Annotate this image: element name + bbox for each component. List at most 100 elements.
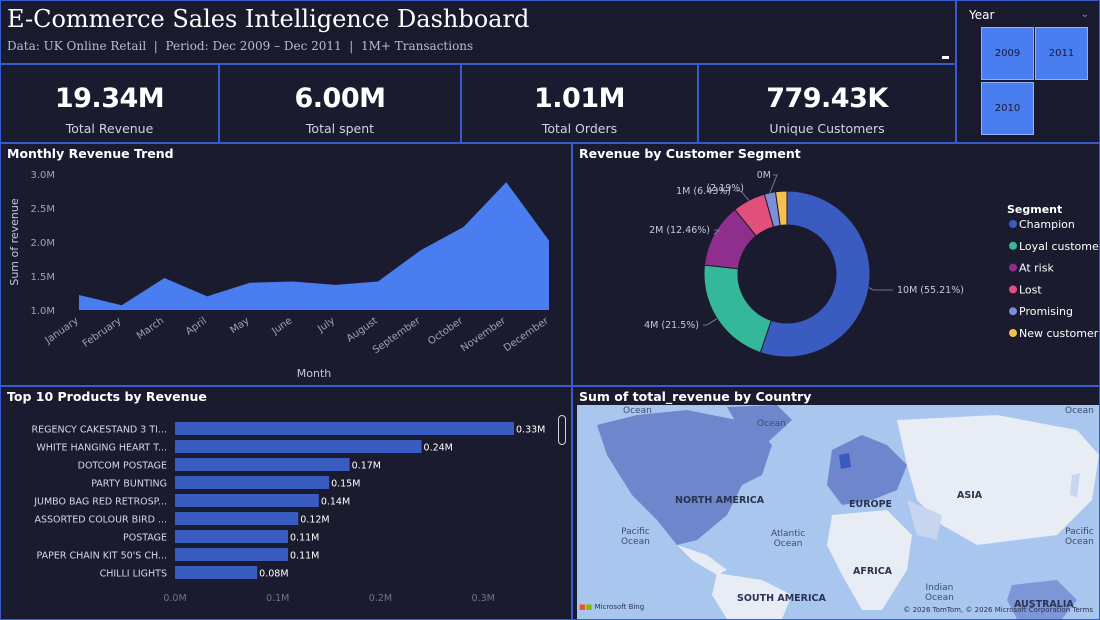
- product-bar[interactable]: [175, 440, 422, 453]
- bing-logo: ■■ Microsoft Bing: [579, 603, 645, 611]
- slice-data-label: (2.19%): [706, 183, 744, 194]
- legend-item[interactable]: Lost: [1019, 283, 1042, 296]
- map-label-pacific-e: Pacific Ocean: [1065, 527, 1094, 547]
- bar-category-label: ASSORTED COLOUR BIRD ...: [34, 515, 167, 526]
- panel-title: Revenue by Customer Segment: [579, 146, 801, 161]
- bar-category-label: POSTAGE: [123, 533, 167, 544]
- map-label-pacific-w: Pacific Ocean: [621, 527, 650, 547]
- product-bar[interactable]: [175, 422, 514, 435]
- bar-value-label: 0.11M: [290, 533, 319, 544]
- y-axis-title: Sum of revenue: [8, 198, 21, 286]
- europe-shape: [827, 435, 907, 505]
- bar-value-label: 0.24M: [424, 443, 453, 454]
- product-bar[interactable]: [175, 566, 258, 579]
- greenland-shape: [727, 405, 792, 443]
- x-tick-label: August: [345, 315, 380, 344]
- chevron-down-icon[interactable]: ⌄: [1080, 9, 1089, 20]
- asia-shape: [897, 415, 1099, 545]
- slice-leader-line: [868, 287, 893, 291]
- x-tick-label: May: [228, 315, 251, 336]
- map-label-australia: AUSTRALIA: [1014, 599, 1074, 610]
- donut-slice[interactable]: [759, 190, 871, 358]
- donut-slice[interactable]: [703, 264, 772, 354]
- y-tick-label: 2.5M: [30, 204, 55, 215]
- monthly-revenue-panel: Monthly Revenue Trend 3.0M 2.5M 2.0M 1.5M 1.…: [0, 143, 572, 386]
- header-panel: E-Commerce Sales Intelligence Dashboard …: [0, 0, 956, 64]
- donut-slice[interactable]: [774, 190, 788, 227]
- bar-value-label: 0.08M: [259, 569, 288, 580]
- bar-value-label: 0.11M: [290, 551, 319, 562]
- map-label-north-america: NORTH AMERICA: [675, 495, 765, 506]
- bar-category-label: PARTY BUNTING: [91, 479, 167, 490]
- y-tick-label: 1.5M: [30, 272, 55, 283]
- legend-item[interactable]: Champion: [1019, 218, 1075, 231]
- product-bar[interactable]: [175, 476, 330, 489]
- legend-item[interactable]: Loyal customer: [1019, 240, 1099, 253]
- product-bar[interactable]: [175, 494, 319, 507]
- slicer-option-2011[interactable]: 2011: [1035, 27, 1088, 80]
- x-tick-label: October: [426, 315, 466, 347]
- map-attribution[interactable]: © 2026 TomTom, © 2026 Microsoft Corporat…: [903, 606, 1093, 614]
- bar-category-label: REGENCY CAKESTAND 3 TI...: [32, 425, 168, 436]
- kpi-label: Total Revenue: [65, 121, 154, 136]
- x-tick-label: April: [184, 315, 209, 337]
- x-tick-label: 0.3M: [472, 593, 495, 604]
- x-tick-label: November: [459, 315, 509, 354]
- slice-leader-line: [703, 318, 718, 326]
- bar-value-label: 0.15M: [331, 479, 360, 490]
- legend-item[interactable]: Promising: [1019, 305, 1073, 318]
- legend-marker: [1009, 220, 1017, 228]
- product-bar[interactable]: [175, 530, 288, 543]
- japan-shape: [1070, 473, 1080, 497]
- north-america-shape: [597, 410, 772, 545]
- bar-value-label: 0.17M: [352, 461, 381, 472]
- top-products-chart[interactable]: REGENCY CAKESTAND 3 TI... 0.33M WHITE HANG…: [1, 387, 571, 619]
- kpi-label: Total spent: [305, 121, 375, 136]
- world-map[interactable]: Ocean Ocean Ocean NORTH AMERICA EUROPE A…: [577, 405, 1099, 619]
- central-america-shape: [677, 545, 727, 575]
- legend-item[interactable]: At risk: [1019, 262, 1054, 275]
- x-tick-label: February: [81, 315, 124, 349]
- product-bar[interactable]: [175, 512, 299, 525]
- y-tick-label: 3.0M: [30, 170, 55, 181]
- map-label-south-america: SOUTH AMERICA: [737, 593, 826, 604]
- slice-leader-line: [713, 229, 721, 235]
- kpi-value: 779.43K: [766, 83, 888, 114]
- kpi-label: Unique Customers: [769, 121, 885, 136]
- map-label-asia: ASIA: [957, 490, 983, 501]
- country-map-panel: Sum of total_revenue by Country Ocean Oc…: [572, 386, 1100, 620]
- segment-donut-chart[interactable]: 10M (55.21%) 4M (21.5%) 2M (12.46%) 1M (6.4…: [573, 144, 1099, 385]
- product-bar[interactable]: [175, 458, 350, 471]
- x-tick-label: March: [135, 315, 166, 341]
- bar-category-label: PAPER CHAIN KIT 50'S CH...: [37, 551, 167, 562]
- slice-data-label: 1M (6.43%): [676, 186, 731, 197]
- revenue-area-series[interactable]: [79, 182, 549, 310]
- x-tick-label: December: [502, 315, 552, 354]
- panel-title: Sum of total_revenue by Country: [579, 389, 812, 404]
- slicer-option-2010[interactable]: 2010: [981, 82, 1034, 135]
- segment-panel: Revenue by Customer Segment 10M (55.21%)…: [572, 143, 1100, 386]
- x-tick-label: July: [315, 315, 337, 335]
- map-label-ocean-top: Ocean: [757, 419, 786, 429]
- slice-leader-line: [769, 174, 778, 193]
- legend-title: Segment: [1007, 203, 1062, 216]
- panel-title: Top 10 Products by Revenue: [7, 389, 207, 404]
- slicer-option-2009[interactable]: 2009: [981, 27, 1034, 80]
- legend-marker: [1009, 285, 1017, 294]
- map-label-indian: Indian Ocean: [925, 583, 954, 603]
- x-tick-label: 0.1M: [266, 593, 289, 604]
- bar-value-label: 0.14M: [321, 497, 350, 508]
- slice-data-label: 2M (12.46%): [649, 225, 710, 236]
- product-bar[interactable]: [175, 548, 288, 561]
- x-tick-label: 0.0M: [163, 593, 186, 604]
- south-america-shape: [712, 573, 792, 619]
- bar-category-label: JUMBO BAG RED RETROSP...: [33, 497, 167, 508]
- legend-item[interactable]: New customer: [1019, 327, 1099, 340]
- slice-data-label: 0M: [757, 170, 771, 181]
- kpi-value: 1.01M: [534, 83, 626, 114]
- map-label-africa: AFRICA: [853, 566, 893, 577]
- minimize-icon[interactable]: [942, 56, 949, 59]
- scrollbar[interactable]: [558, 415, 566, 445]
- slice-data-label: 10M (55.21%): [897, 285, 964, 296]
